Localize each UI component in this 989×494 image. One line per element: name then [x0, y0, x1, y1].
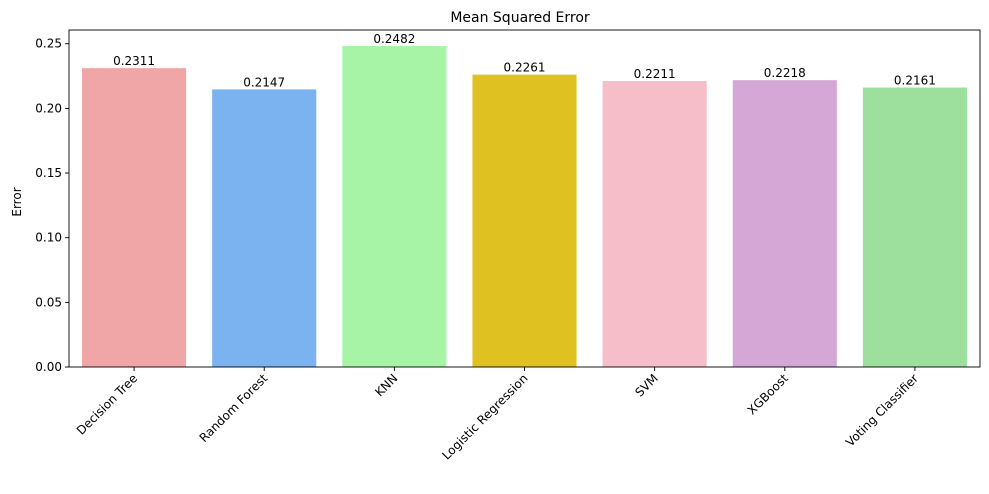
y-tick-label: 0.00 [35, 360, 62, 374]
y-axis-label: Error [10, 187, 24, 216]
plot-area: 0.2311 0.2147 0.2482 0.2261 0.2211 0.2218 0.21… [35, 29, 981, 463]
data-label: 0.2147 [243, 75, 285, 89]
x-tick-label: Voting Classifier [843, 371, 921, 449]
data-label: 0.2211 [634, 67, 676, 81]
x-tick-label: Random Forest [197, 371, 271, 445]
bar [342, 46, 447, 367]
y-tick-label: 0.05 [35, 295, 62, 309]
bar [732, 80, 837, 367]
bar [472, 74, 577, 367]
data-label: 0.2161 [894, 74, 936, 88]
y-tick-label: 0.25 [35, 37, 62, 51]
bar [862, 87, 967, 367]
bar [602, 81, 707, 367]
x-tick-label: KNN [372, 371, 400, 399]
data-label: 0.2261 [504, 61, 546, 75]
y-tick-label: 0.15 [35, 166, 62, 180]
chart-title: Mean Squared Error [450, 10, 590, 26]
data-label: 0.2482 [373, 32, 415, 46]
data-label: 0.2218 [764, 66, 806, 80]
y-tick-label: 0.10 [35, 231, 62, 245]
bar [82, 68, 187, 368]
x-tick-label: Decision Tree [74, 371, 140, 437]
y-tick-label: 0.20 [35, 101, 62, 115]
x-tick-label: SVM [632, 371, 660, 399]
data-label: 0.2311 [113, 54, 155, 68]
x-tick-label: Logistic Regression [439, 371, 530, 462]
bar [212, 89, 317, 368]
x-tick-label: XGBoost [745, 371, 791, 417]
